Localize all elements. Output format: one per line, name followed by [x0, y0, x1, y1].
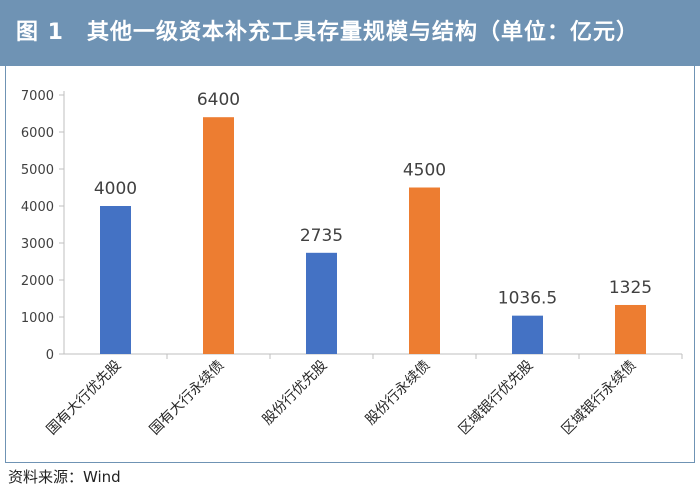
- source-note: 资料来源：Wind: [8, 468, 121, 486]
- y-tick-label: 2000: [21, 274, 54, 289]
- y-tick-label: 1000: [21, 311, 54, 326]
- x-tick-label: 国有大行永续债: [146, 357, 227, 438]
- data-label: 1036.5: [498, 289, 557, 309]
- bar: [409, 187, 440, 354]
- data-label: 4000: [94, 179, 137, 199]
- bar: [512, 315, 543, 354]
- figure-header: 图 1 其他一级资本补充工具存量规模与结构（单位：亿元）: [0, 0, 700, 66]
- bar: [306, 252, 337, 354]
- y-tick-label: 5000: [21, 163, 54, 178]
- bar: [615, 304, 646, 354]
- figure-title: 图 1 其他一级资本补充工具存量规模与结构（单位：亿元）: [16, 20, 639, 45]
- x-tick-label: 区域银行永续债: [558, 357, 639, 438]
- bar-chart: 0 1000 2000 3000 4000 5000 6000 7000 4000 国有大行优先股…: [21, 89, 683, 439]
- y-tick-label: 4000: [21, 200, 54, 215]
- x-tick-label: 国有大行优先股: [44, 358, 125, 439]
- y-tick-label: 0: [46, 348, 54, 363]
- chart-panel: 0 1000 2000 3000 4000 5000 6000 7000 4000 国有大行优先股…: [5, 66, 695, 463]
- data-label: 6400: [197, 90, 240, 110]
- y-tick-label: 3000: [21, 237, 54, 252]
- data-label: 4500: [403, 161, 446, 181]
- bar: [100, 206, 131, 354]
- y-tick-label: 7000: [21, 89, 54, 104]
- y-tick-label: 6000: [21, 126, 54, 141]
- x-tick-label: 区域银行优先股: [456, 358, 537, 439]
- data-label: 1325: [609, 278, 652, 298]
- bar: [203, 117, 234, 354]
- x-tick-label: 股份行永续债: [362, 357, 433, 428]
- data-label: 2735: [300, 226, 343, 246]
- x-tick-label: 股份行优先股: [260, 358, 331, 429]
